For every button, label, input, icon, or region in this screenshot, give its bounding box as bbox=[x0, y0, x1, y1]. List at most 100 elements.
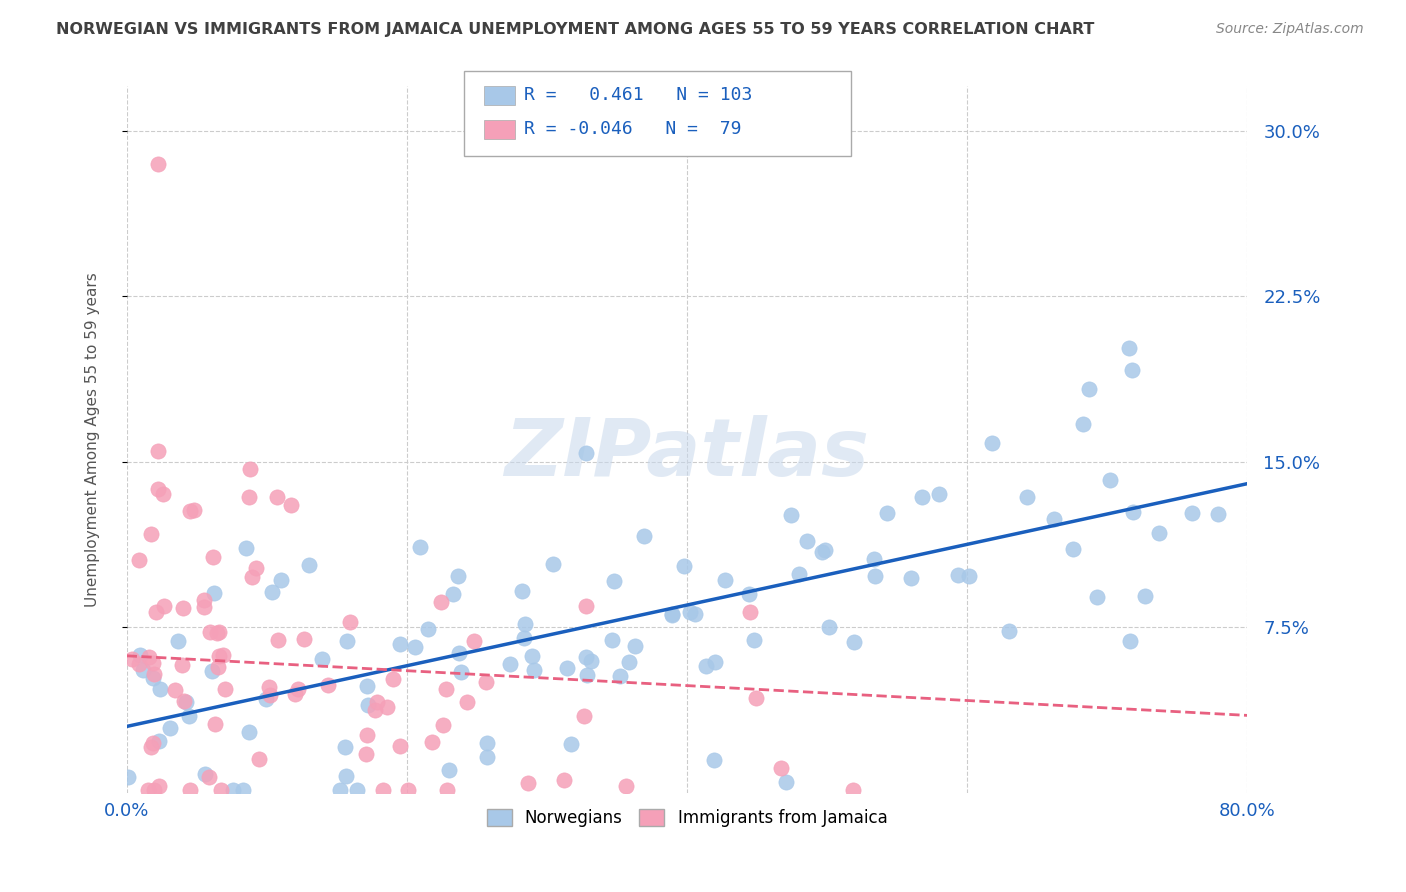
Point bbox=[463, 634, 485, 648]
Point bbox=[128, 648, 150, 663]
Point bbox=[193, 593, 215, 607]
Point bbox=[208, 625, 231, 640]
Point bbox=[193, 600, 215, 615]
Point bbox=[238, 725, 260, 739]
Point bbox=[522, 648, 544, 663]
Point bbox=[447, 568, 470, 582]
Point bbox=[270, 574, 292, 588]
Point bbox=[575, 599, 598, 614]
Point bbox=[298, 558, 321, 573]
Point bbox=[172, 601, 194, 615]
Point bbox=[335, 769, 357, 783]
Point bbox=[770, 761, 793, 775]
Point bbox=[152, 599, 174, 613]
Point bbox=[245, 560, 267, 574]
Point bbox=[946, 568, 969, 582]
Point bbox=[371, 783, 394, 797]
Point bbox=[695, 658, 717, 673]
Point bbox=[198, 624, 221, 639]
Point bbox=[685, 607, 707, 621]
Point bbox=[581, 654, 603, 668]
Point bbox=[149, 682, 172, 697]
Point bbox=[1077, 382, 1099, 396]
Point bbox=[354, 747, 377, 761]
Point bbox=[198, 770, 221, 784]
Point bbox=[247, 752, 270, 766]
Point bbox=[240, 570, 263, 584]
Text: R =   0.461   N = 103: R = 0.461 N = 103 bbox=[524, 87, 752, 104]
Point bbox=[742, 633, 765, 648]
Point bbox=[356, 698, 378, 712]
Point bbox=[235, 541, 257, 555]
Point bbox=[624, 639, 647, 653]
Point bbox=[356, 727, 378, 741]
Point bbox=[232, 783, 254, 797]
Point bbox=[201, 664, 224, 678]
Point bbox=[1135, 589, 1157, 603]
Text: R = -0.046   N =  79: R = -0.046 N = 79 bbox=[524, 120, 742, 138]
Point bbox=[389, 739, 412, 753]
Point bbox=[863, 552, 886, 566]
Point bbox=[779, 508, 801, 522]
Point bbox=[209, 783, 232, 797]
Point bbox=[201, 550, 224, 565]
Point bbox=[142, 672, 165, 686]
Point bbox=[796, 534, 818, 549]
Point bbox=[173, 694, 195, 708]
Point bbox=[356, 680, 378, 694]
Point bbox=[183, 503, 205, 517]
Point bbox=[842, 783, 865, 797]
Point bbox=[744, 690, 766, 705]
Point bbox=[346, 783, 368, 797]
Point bbox=[339, 615, 361, 630]
Point bbox=[260, 585, 283, 599]
Text: NORWEGIAN VS IMMIGRANTS FROM JAMAICA UNEMPLOYMENT AMONG AGES 55 TO 59 YEARS CORR: NORWEGIAN VS IMMIGRANTS FROM JAMAICA UNE… bbox=[56, 22, 1095, 37]
Point bbox=[738, 605, 761, 619]
Point bbox=[141, 739, 163, 754]
Point bbox=[364, 703, 387, 717]
Point bbox=[553, 772, 575, 787]
Point bbox=[142, 736, 165, 750]
Point bbox=[284, 687, 307, 701]
Point bbox=[148, 780, 170, 794]
Point bbox=[409, 540, 432, 554]
Point bbox=[267, 632, 290, 647]
Point bbox=[166, 634, 188, 648]
Point bbox=[422, 735, 444, 749]
Point bbox=[146, 443, 169, 458]
Point bbox=[257, 680, 280, 694]
Point bbox=[787, 567, 810, 582]
Point bbox=[266, 491, 288, 505]
Point bbox=[208, 649, 231, 664]
Point bbox=[381, 672, 404, 686]
Point bbox=[329, 783, 352, 797]
Point bbox=[239, 462, 262, 476]
Point bbox=[980, 435, 1002, 450]
Point bbox=[449, 646, 471, 660]
Point bbox=[450, 665, 472, 679]
Point bbox=[456, 695, 478, 709]
Point bbox=[1043, 512, 1066, 526]
Point bbox=[375, 699, 398, 714]
Point bbox=[1121, 363, 1143, 377]
Point bbox=[1118, 341, 1140, 355]
Y-axis label: Unemployment Among Ages 55 to 59 years: Unemployment Among Ages 55 to 59 years bbox=[86, 272, 100, 607]
Point bbox=[165, 682, 187, 697]
Point bbox=[404, 640, 426, 654]
Point bbox=[477, 749, 499, 764]
Text: ZIPatlas: ZIPatlas bbox=[505, 415, 869, 492]
Point bbox=[633, 529, 655, 543]
Point bbox=[439, 764, 461, 778]
Point bbox=[703, 656, 725, 670]
Point bbox=[842, 635, 865, 649]
Point bbox=[1062, 542, 1084, 557]
Point bbox=[202, 586, 225, 600]
Point bbox=[138, 783, 160, 797]
Point bbox=[1149, 525, 1171, 540]
Point bbox=[259, 688, 281, 702]
Point bbox=[609, 669, 631, 683]
Point bbox=[1181, 506, 1204, 520]
Point bbox=[737, 587, 759, 601]
Point bbox=[336, 634, 359, 648]
Point bbox=[900, 571, 922, 585]
